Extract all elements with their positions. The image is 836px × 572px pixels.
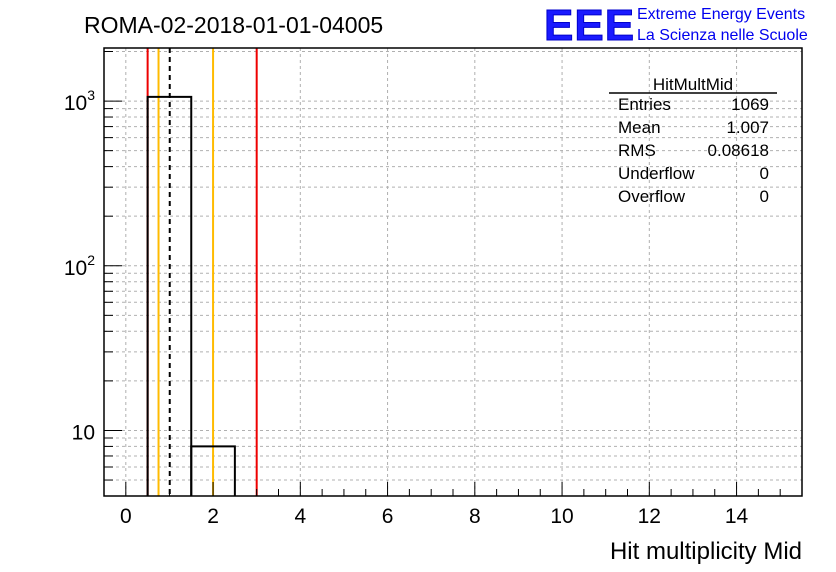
x-tick-label: 0 <box>120 505 132 528</box>
y-tick-label: 103 <box>64 87 95 115</box>
stats-label: Mean <box>618 118 661 137</box>
eee-logo-mark: EEE <box>544 1 635 50</box>
y-tick-label: 10 <box>72 421 95 444</box>
histogram-bin <box>190 445 236 496</box>
stats-label: Entries <box>618 95 671 114</box>
stats-value: 0 <box>760 164 769 183</box>
x-tick-label: 10 <box>550 505 573 528</box>
plot-frame <box>103 47 803 497</box>
x-tick-label: 12 <box>638 505 661 528</box>
x-tick-label: 14 <box>725 505 749 528</box>
chart-title: ROMA-02-2018-01-01-04005 <box>84 12 383 38</box>
stats-box: HitMultMid Entries 1069 Mean 1.007 RMS 0.0861… <box>609 75 777 206</box>
x-tick-label: 6 <box>382 505 394 528</box>
stats-value: 1.007 <box>726 118 769 137</box>
grid <box>104 48 802 497</box>
y-axis: 10 102 103 <box>64 50 122 497</box>
stats-value: 1069 <box>731 95 769 114</box>
stats-title: HitMultMid <box>653 75 733 94</box>
histogram-bins <box>146 95 236 496</box>
histogram-bin <box>146 95 193 496</box>
stats-label: Overflow <box>618 187 686 206</box>
eee-logo-line1: Extreme Energy Events <box>637 6 805 23</box>
reference-lines <box>146 48 258 496</box>
eee-logo: EEE Extreme Energy Events La Scienza nel… <box>544 1 808 51</box>
stats-value: 0 <box>760 187 769 206</box>
x-tick-label: 4 <box>294 505 306 528</box>
x-axis-title: Hit multiplicity Mid <box>610 538 802 565</box>
x-axis: 0 2 4 6 8 10 12 14 <box>103 482 803 528</box>
y-tick-label: 102 <box>64 252 95 280</box>
stats-value: 0.08618 <box>708 141 769 160</box>
x-tick-label: 2 <box>207 505 219 528</box>
stats-label: RMS <box>618 141 656 160</box>
eee-logo-line2: La Scienza nelle Scuole <box>637 27 808 44</box>
x-tick-label: 8 <box>469 505 481 528</box>
stats-label: Underflow <box>618 164 695 183</box>
